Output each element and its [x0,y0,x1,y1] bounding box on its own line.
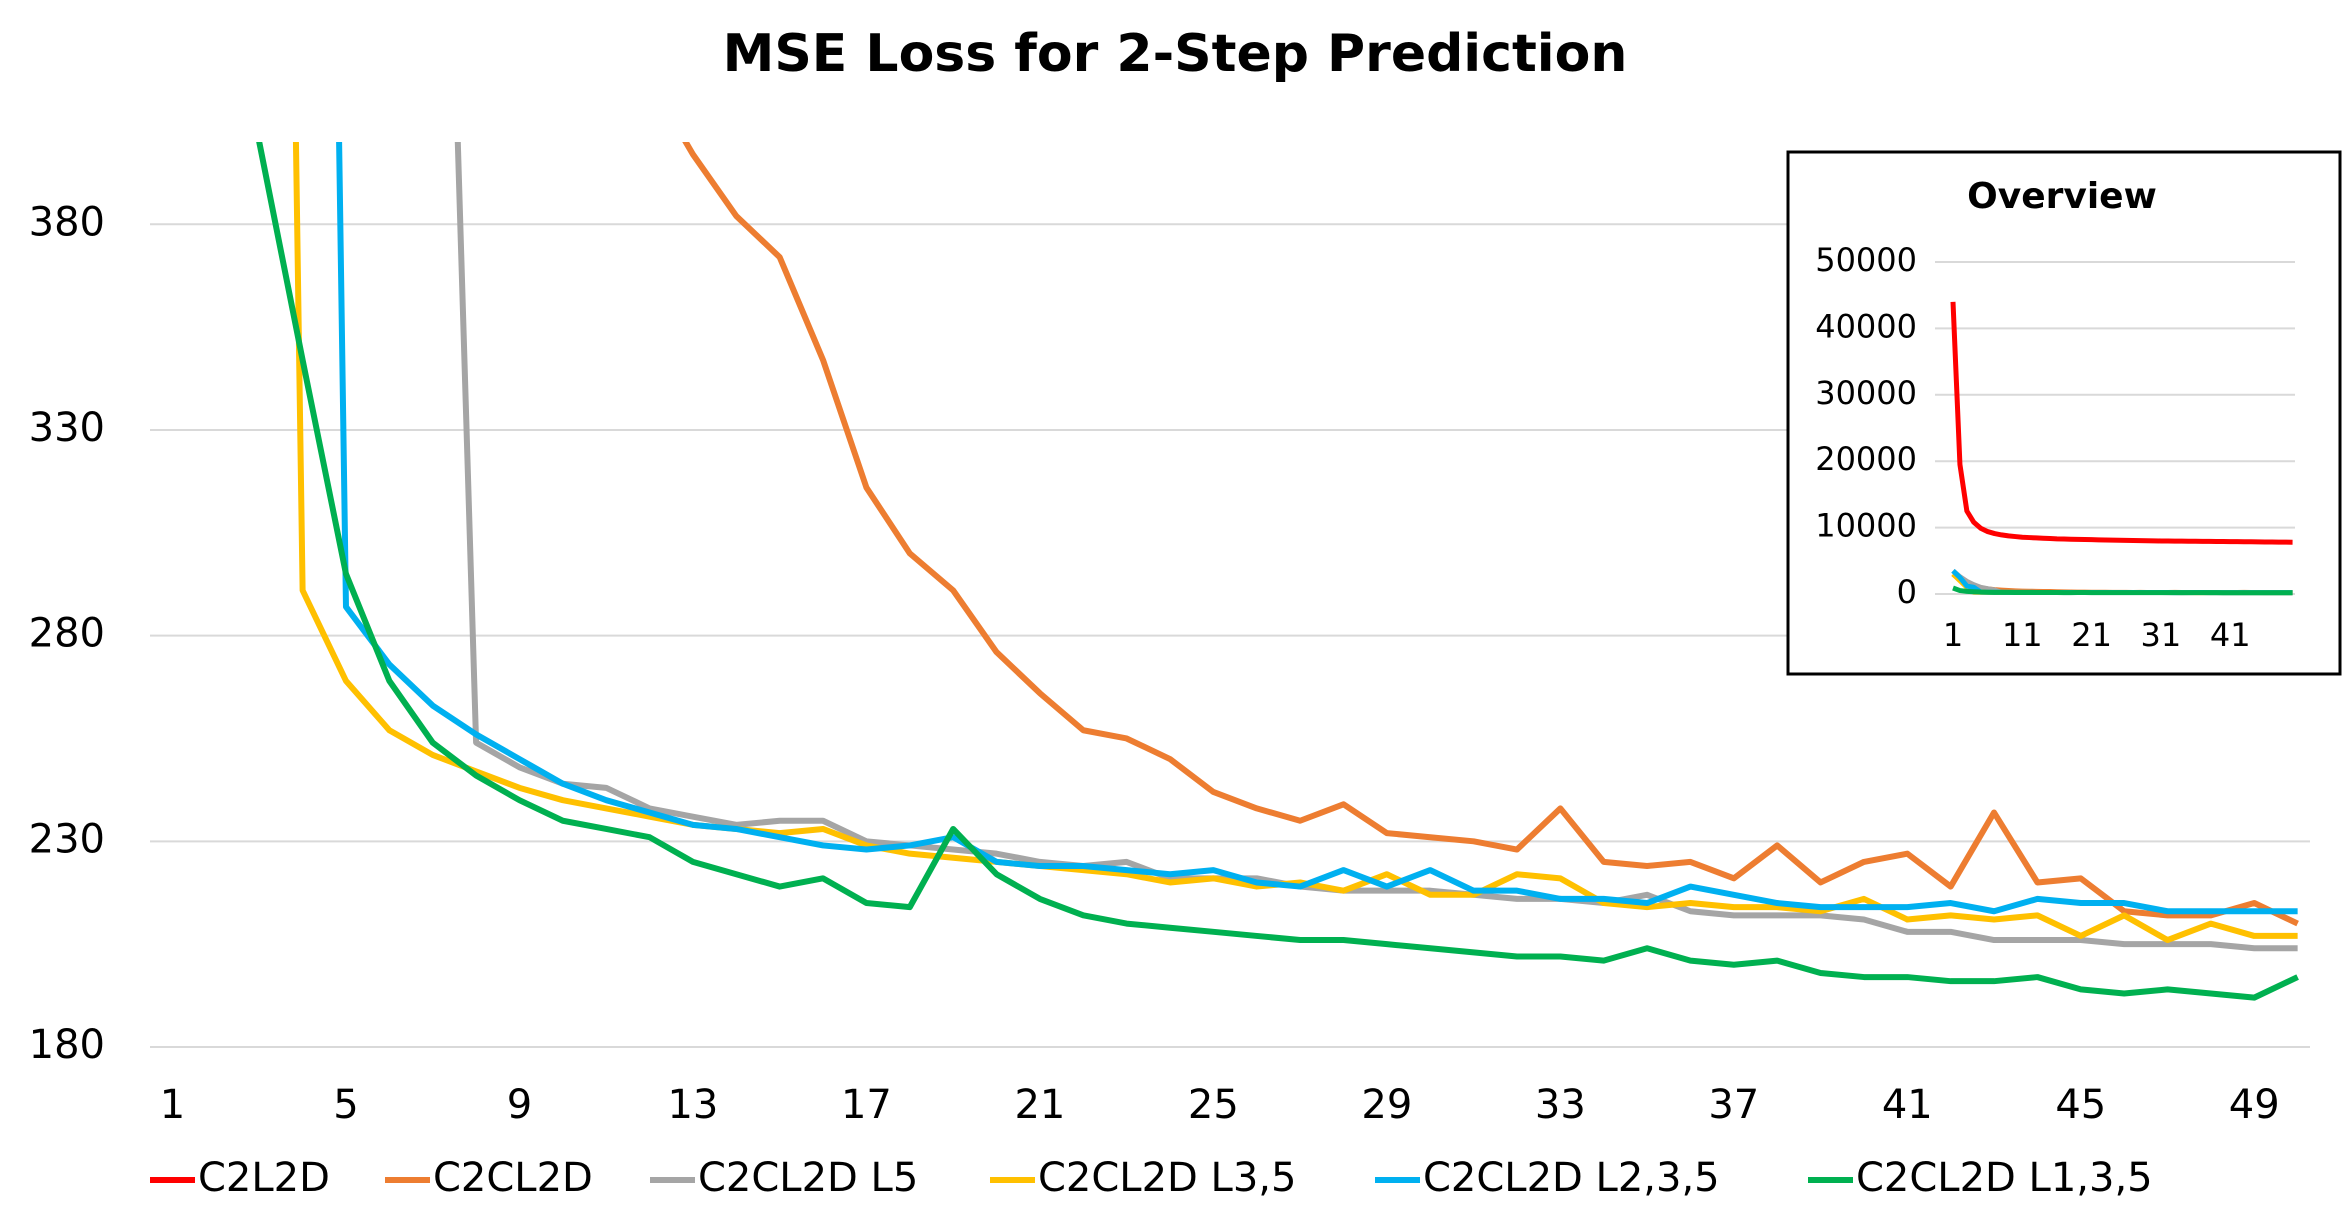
inset-title: Overview [1967,176,2157,217]
legend-label: C2CL2D [433,1155,593,1201]
x-tick-label: 1 [1943,616,1963,654]
x-tick-label: 13 [667,1082,718,1128]
x-tick-label: 29 [1361,1082,1412,1128]
x-tick-label: 5 [333,1082,358,1128]
y-tick-label: 10000 [1815,507,1917,545]
series-lines [256,142,2299,1001]
chart-title: MSE Loss for 2-Step Prediction [723,24,1628,84]
x-tick-label: 1 [160,1082,185,1128]
y-tick-label: 30000 [1815,374,1917,412]
legend: C2L2D C2CL2D C2CL2D L5 C2CL2D L3,5 C2CL2D L2… [150,1155,2153,1201]
x-tick-label: 31 [2141,616,2182,654]
x-tick-label: 33 [1535,1082,1586,1128]
legend-label: C2CL2D L3,5 [1038,1155,1296,1201]
x-tick-label: 37 [1708,1082,1759,1128]
y-tick-label: 20000 [1815,440,1917,478]
y-tick-label: 380 [29,199,105,245]
x-tick-label: 17 [841,1082,892,1128]
series-line [256,142,2299,1001]
y-tick-label: 50000 [1815,241,1917,279]
x-tick-label: 11 [2002,616,2043,654]
y-tick-label: 0 [1897,573,1917,611]
legend-label: C2L2D [198,1155,330,1201]
y-tick-label: 330 [29,405,105,451]
series-lines [1950,301,2293,596]
x-tick-label: 41 [2210,616,2251,654]
x-tick-label: 21 [1014,1082,1065,1128]
legend-label: C2CL2D L5 [698,1155,918,1201]
y-tick-label: 180 [29,1022,105,1068]
inset-frame [1786,150,2342,676]
x-tick-label: 49 [2229,1082,2280,1128]
y-tick-label: 40000 [1815,307,1917,345]
x-tick-label: 9 [507,1082,532,1128]
series-line [682,142,2299,927]
y-tick-label: 230 [29,816,105,862]
series-line [336,142,2298,915]
series-line [1952,585,2293,596]
y-tick-label: 280 [29,611,105,657]
series-line [1950,301,2293,545]
series-line [292,142,2298,944]
x-tick-label: 45 [2055,1082,2106,1128]
main-plot: 180 230 280 330 380 1 5 9 13 17 21 25 29 33 37 41 45 49 [29,142,2310,1128]
legend-label: C2CL2D L2,3,5 [1423,1155,1720,1201]
x-tick-label: 21 [2071,616,2112,654]
legend-label: C2CL2D L1,3,5 [1856,1155,2153,1201]
x-tick-label: 41 [1882,1082,1933,1128]
x-tick-label: 25 [1188,1082,1239,1128]
